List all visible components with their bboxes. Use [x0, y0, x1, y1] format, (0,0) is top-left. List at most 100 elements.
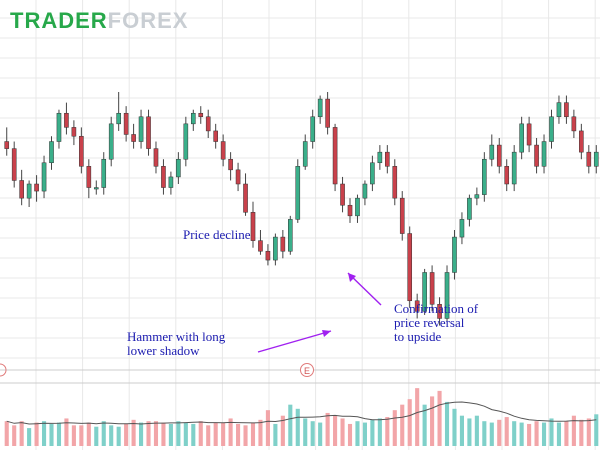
volume-bar	[213, 422, 218, 446]
candle-body	[190, 112, 196, 125]
candle	[205, 109, 211, 138]
hammer-arrow	[257, 330, 332, 353]
candle	[437, 297, 442, 326]
candles-layer	[4, 92, 599, 326]
candle-body	[482, 158, 487, 195]
candle	[347, 198, 353, 223]
candle-body	[586, 151, 592, 167]
volume-bar	[534, 421, 539, 446]
candle	[295, 159, 301, 223]
volume-bar	[519, 422, 524, 446]
volume-bar	[41, 421, 47, 446]
candle	[64, 102, 69, 135]
candle-body	[220, 141, 226, 160]
candle-body	[176, 158, 181, 178]
event-marker-left	[0, 363, 7, 377]
candle	[541, 134, 547, 174]
candle-body	[183, 123, 189, 160]
candle-body	[138, 116, 144, 142]
candle	[131, 123, 136, 149]
candle-body	[123, 112, 129, 135]
volume-bar	[347, 423, 353, 446]
candle-body	[467, 197, 472, 220]
annotation-confirmation-line1: Confirmation of	[394, 301, 479, 316]
candle	[26, 180, 32, 207]
candle-body	[34, 183, 39, 192]
volume-bar	[527, 423, 532, 446]
candle-body	[4, 141, 10, 149]
candle-body	[362, 183, 368, 199]
candle	[123, 106, 129, 142]
candle-body	[168, 176, 174, 188]
candle	[362, 180, 368, 206]
volume-bar	[27, 428, 32, 446]
candle-body	[332, 127, 338, 185]
volume-bar	[370, 419, 375, 446]
candle-body	[49, 141, 54, 164]
volume-bar	[131, 419, 136, 446]
volume-bar	[101, 421, 106, 446]
volume-bar	[64, 418, 69, 446]
volume-bar	[318, 422, 323, 446]
candle-body	[19, 180, 24, 199]
candle	[302, 134, 308, 170]
brand-logo-part2: FOREX	[107, 8, 189, 33]
candle	[526, 116, 532, 153]
volume-bar	[355, 421, 360, 446]
candle	[213, 123, 218, 149]
candle	[407, 226, 413, 308]
candle-body	[71, 127, 77, 137]
candle	[49, 136, 54, 170]
hammer-arrow-head	[322, 330, 331, 337]
candle-body	[459, 219, 465, 238]
candle	[34, 175, 39, 202]
volume-bar	[400, 404, 405, 446]
candle	[482, 152, 487, 202]
volume-bar	[109, 425, 114, 446]
volume-bar	[139, 422, 144, 446]
volume-bar	[206, 425, 211, 446]
candle	[41, 155, 47, 199]
candle	[288, 215, 293, 255]
volume-bar	[198, 421, 203, 446]
candle	[571, 109, 577, 138]
volume-bar	[310, 421, 315, 446]
candle	[220, 134, 226, 167]
candle	[496, 138, 502, 174]
volume-bar	[79, 425, 84, 446]
candle-body	[161, 166, 166, 188]
volume-bar	[124, 423, 129, 446]
volume-bar	[86, 422, 91, 446]
candle	[399, 191, 405, 241]
candle-body	[399, 197, 405, 234]
candle	[86, 159, 92, 199]
candle	[325, 92, 330, 135]
event-marker[interactable]: E	[300, 363, 314, 377]
volume-bar	[243, 425, 248, 446]
candle-body	[235, 169, 241, 185]
volume-bar	[183, 422, 188, 446]
candle	[11, 141, 17, 188]
candle	[444, 265, 450, 322]
candle	[190, 109, 196, 131]
candle	[310, 109, 315, 149]
volume-bar	[340, 418, 345, 446]
candle-body	[265, 250, 271, 261]
candle-body	[86, 166, 92, 188]
candle	[511, 145, 517, 192]
candle	[108, 116, 114, 167]
candle	[228, 152, 233, 181]
confirmation-arrow-head	[348, 273, 356, 282]
candle-body	[541, 141, 547, 167]
candle-body	[347, 204, 353, 217]
volume-bar	[586, 418, 591, 446]
candle-body	[101, 158, 107, 188]
volume-bar	[228, 418, 233, 446]
candle-body	[93, 187, 99, 190]
volume-bar	[221, 422, 226, 446]
candle-body	[549, 116, 554, 142]
candle	[153, 141, 159, 174]
candle-body	[198, 112, 204, 118]
candle	[556, 95, 562, 124]
